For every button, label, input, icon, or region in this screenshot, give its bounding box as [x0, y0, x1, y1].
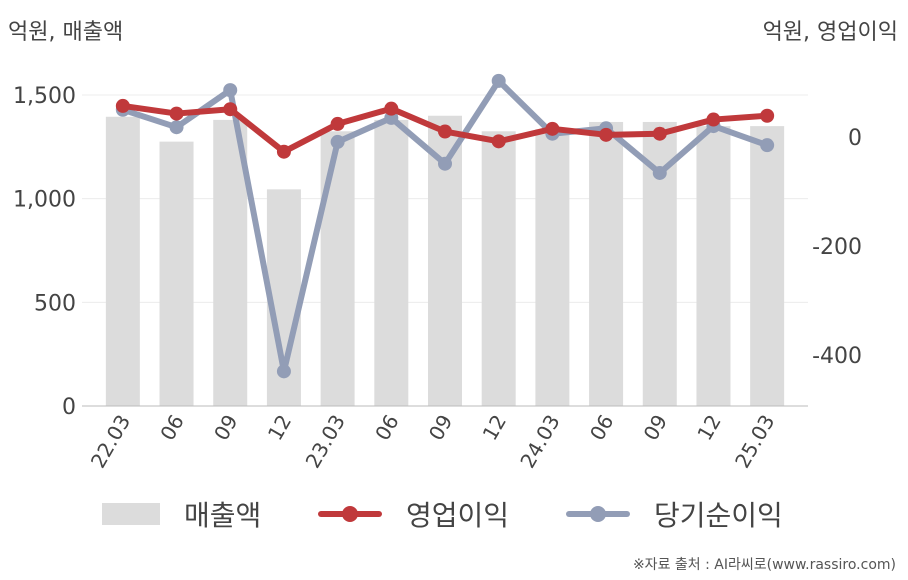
right-tick-label: 0 — [848, 126, 862, 151]
legend-item-net-profit[interactable]: 당기순이익 — [566, 492, 783, 536]
net-profit-point — [223, 83, 238, 98]
net-profit-point — [276, 364, 291, 379]
op-profit-point — [545, 121, 560, 136]
x-tick-label: 24.03 — [515, 411, 564, 473]
op-profit-point — [330, 116, 345, 131]
legend-swatch-revenue — [102, 503, 160, 525]
bar-revenue — [105, 116, 140, 407]
op-profit-point — [438, 124, 452, 139]
x-tick-label: 12 — [692, 411, 726, 445]
x-tick-label: 09 — [424, 411, 458, 445]
op-profit-point — [276, 144, 291, 159]
bar-revenue — [213, 119, 248, 406]
legend-item-revenue[interactable]: 매출액 — [102, 492, 261, 536]
op-profit-point — [599, 127, 614, 142]
legend: 매출액 영업이익 당기순이익 — [0, 492, 908, 536]
legend-swatch-op-profit — [318, 503, 382, 525]
right-tick-label: -200 — [812, 235, 862, 260]
x-tick-label: 09 — [209, 411, 243, 445]
left-tick-label: 1,000 — [13, 188, 76, 213]
net-profit-point — [652, 165, 667, 180]
net-profit-point — [438, 156, 452, 171]
x-tick-label: 09 — [639, 411, 673, 445]
x-tick-label: 06 — [370, 411, 404, 445]
x-tick-label: 06 — [585, 411, 619, 445]
x-tick-label: 12 — [478, 411, 512, 445]
net-profit-point — [169, 120, 184, 135]
net-profit-point — [491, 73, 506, 88]
legend-item-op-profit[interactable]: 영업이익 — [318, 492, 509, 536]
bar-revenue — [696, 126, 731, 406]
op-profit-point — [491, 134, 506, 149]
left-tick-label: 1,500 — [13, 84, 76, 109]
x-tick-label: 25.03 — [730, 411, 779, 473]
right-tick-label: -400 — [812, 344, 862, 369]
legend-label-net-profit: 당기순이익 — [654, 499, 783, 532]
bar-revenue — [535, 129, 570, 406]
legend-swatch-net-profit — [566, 503, 630, 525]
op-profit-point — [384, 101, 399, 116]
right-axis-unit: 억원, 영업이익 — [762, 20, 898, 45]
left-tick-label: 500 — [34, 291, 76, 316]
op-profit-point — [223, 102, 238, 117]
bar-revenue — [320, 131, 355, 407]
op-profit-point — [115, 98, 130, 113]
bar-revenue — [159, 141, 194, 406]
op-profit-point — [760, 108, 775, 123]
x-tick-label: 22.03 — [86, 411, 135, 473]
op-profit-point — [169, 106, 184, 121]
legend-label-op-profit: 영업이익 — [406, 499, 510, 532]
x-tick-label: 06 — [155, 411, 189, 445]
x-tick-label: 12 — [263, 411, 297, 445]
source-note: ※자료 출처 : AI라씨로(www.rassiro.com) — [632, 557, 896, 573]
bar-revenue — [750, 126, 785, 406]
left-axis-unit: 억원, 매출액 — [8, 20, 124, 45]
net-profit-point — [330, 134, 345, 149]
bar-revenue — [374, 119, 409, 406]
legend-label-revenue: 매출액 — [184, 499, 262, 532]
net-profit-point — [760, 138, 775, 153]
x-tick-label: 23.03 — [301, 411, 350, 473]
left-tick-label: 0 — [62, 395, 76, 420]
bar-revenue — [589, 121, 624, 406]
op-profit-point — [706, 112, 721, 127]
bar-revenue — [481, 131, 516, 407]
op-profit-point — [652, 126, 667, 141]
